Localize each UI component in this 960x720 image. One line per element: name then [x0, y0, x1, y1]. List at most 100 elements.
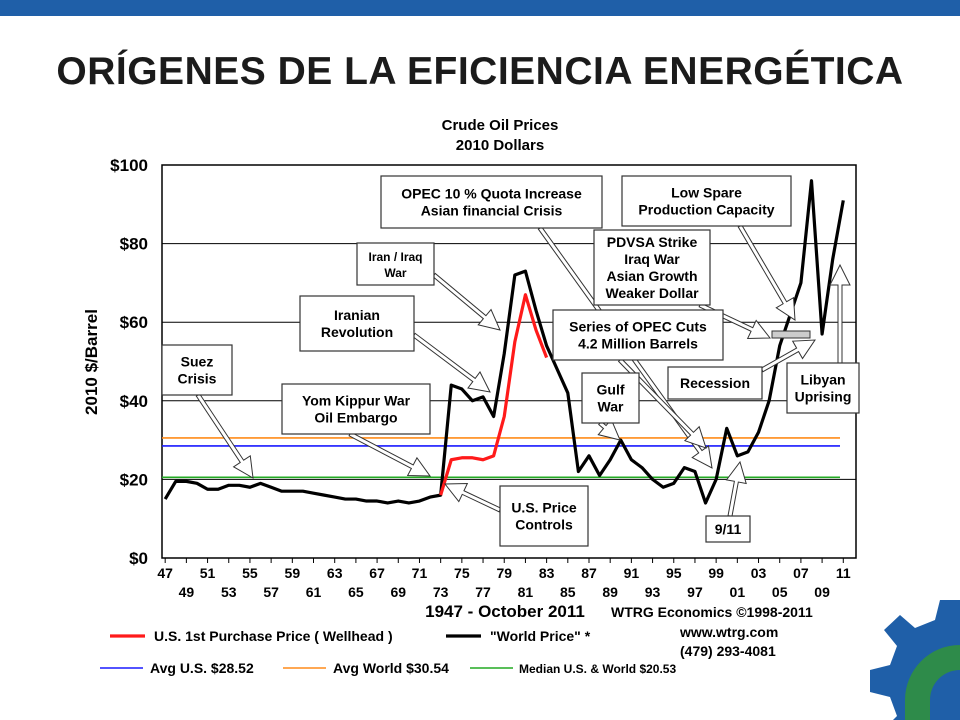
legend-label-avg-us: Avg U.S. $28.52 [150, 660, 254, 676]
x-tick-label: 49 [179, 584, 195, 600]
x-tick-label: 47 [157, 565, 173, 581]
x-tick-label: 09 [814, 584, 830, 600]
y-tick-label: $40 [120, 392, 148, 411]
x-tick-label: 83 [539, 565, 555, 581]
annotation-text-opec10: OPEC 10 % Quota Increase [401, 186, 582, 202]
logo-leaf-shape [905, 645, 960, 720]
x-tick-label: 51 [200, 565, 216, 581]
y-axis-label: 2010 $/Barrel [82, 309, 101, 415]
chart-title: Crude Oil Prices [442, 117, 559, 134]
annotation-arrow-lowspare [737, 224, 796, 321]
x-tick-label: 91 [624, 565, 640, 581]
annotation-text-pdvsa: Asian Growth [606, 268, 697, 284]
annotation-arrow-libyan [829, 263, 851, 364]
credit-line-2: www.wtrg.com [679, 624, 778, 640]
annotation-text-opeccuts: Series of OPEC Cuts [569, 319, 707, 335]
x-tick-label: 79 [496, 565, 512, 581]
annotation-text-pdvsa: Weaker Dollar [605, 285, 699, 301]
annotation-text-opeccuts: 4.2 Million Barrels [578, 336, 698, 352]
annotation-arrow-opeccuts [617, 357, 707, 449]
annotation-arrow-yom [348, 431, 431, 477]
annotation-box-usprice [499, 485, 589, 547]
annotation-text-lowspare: Production Capacity [638, 202, 774, 218]
x-tick-label: 69 [390, 584, 406, 600]
annotation-text-libyan: Uprising [795, 389, 852, 405]
annotation-box-recession [667, 366, 763, 400]
annotation-text-yom: Oil Embargo [314, 410, 397, 426]
legend-label-world: "World Price" * [490, 628, 591, 644]
annotation-text-suez: Suez [181, 354, 214, 370]
y-tick-label: $100 [110, 156, 148, 175]
series-line [163, 179, 845, 505]
y-tick-label: $20 [120, 470, 148, 489]
annotation-box-pdvsa [593, 229, 711, 306]
annotation-text-recession: Recession [680, 375, 750, 391]
annotation-arrow-suez [195, 393, 254, 479]
x-tick-label: 57 [263, 584, 279, 600]
annotation-arrow-recession [760, 339, 816, 373]
logo-gear-shape [870, 600, 960, 720]
annotation-text-iranrev: Revolution [321, 324, 393, 340]
annotation-text-pdvsa: Iraq War [624, 251, 680, 267]
legend-label-median: Median U.S. & World $20.53 [519, 662, 676, 676]
legend-label-wellhead: U.S. 1st Purchase Price ( Wellhead ) [154, 628, 393, 644]
x-tick-label: 81 [518, 584, 534, 600]
credit-line-1: WTRG Economics ©1998-2011 [611, 604, 813, 620]
annotation-text-iranrev: Iranian [334, 307, 380, 323]
annotation-box-911 [705, 515, 751, 543]
annotation-box-suez [161, 344, 233, 396]
annotation-text-yom: Yom Kippur War [302, 393, 411, 409]
annotation-text-iraniraq: Iran / Iraq [368, 250, 422, 264]
y-tick-label: $0 [129, 549, 148, 568]
chart-subtitle: 2010 Dollars [456, 137, 544, 154]
annotation-box-iraniraq [356, 242, 435, 286]
x-tick-label: 93 [645, 584, 661, 600]
y-tick-label: $60 [120, 313, 148, 332]
annotation-arrow-iraniraq [432, 272, 501, 331]
x-tick-label: 97 [687, 584, 703, 600]
x-tick-label: 03 [751, 565, 767, 581]
x-tick-label: 05 [772, 584, 788, 600]
x-tick-label: 99 [708, 565, 724, 581]
annotation-text-lowspare: Low Spare [671, 185, 742, 201]
annotation-text-911: 9/11 [715, 521, 742, 537]
legend-label-avg-world: Avg World $30.54 [333, 660, 449, 676]
annotation-text-libyan: Libyan [800, 372, 845, 388]
x-axis-label: 1947 - October 2011 [425, 602, 585, 621]
x-tick-label: 63 [327, 565, 343, 581]
annotation-arrow-911 [725, 460, 747, 517]
top-accent-bar [0, 0, 960, 16]
x-tick-label: 71 [412, 565, 428, 581]
annotation-text-opec10: Asian financial Crisis [421, 203, 563, 219]
x-tick-label: 59 [285, 565, 301, 581]
x-tick-label: 75 [454, 565, 470, 581]
x-tick-label: 89 [602, 584, 618, 600]
series-line [439, 293, 549, 496]
annotation-text-iraniraq: War [384, 266, 407, 280]
slide-title: ORÍGENES DE LA EFICIENCIA ENERGÉTICA [56, 50, 904, 93]
annotation-text-gulf: Gulf [597, 382, 625, 398]
x-tick-label: 85 [560, 584, 576, 600]
annotation-arrow-usprice [443, 482, 502, 513]
annotation-box-yom [281, 383, 431, 435]
x-tick-label: 01 [730, 584, 746, 600]
annotation-marker [771, 330, 811, 339]
annotation-text-pdvsa: PDVSA Strike [607, 234, 698, 250]
x-tick-label: 11 [836, 565, 851, 581]
annotation-box-lowspare [621, 175, 792, 227]
x-tick-label: 95 [666, 565, 682, 581]
x-tick-label: 53 [221, 584, 237, 600]
annotation-box-opec10 [380, 175, 603, 229]
annotation-box-libyan [786, 362, 860, 414]
x-tick-label: 61 [306, 584, 322, 600]
annotation-text-usprice: Controls [515, 517, 573, 533]
x-tick-label: 65 [348, 584, 364, 600]
annotation-arrow-iranrev [412, 332, 491, 393]
annotation-box-iranrev [299, 295, 415, 352]
x-tick-label: 07 [793, 565, 809, 581]
x-tick-label: 73 [433, 584, 449, 600]
x-tick-label: 87 [581, 565, 597, 581]
credit-line-3: (479) 293-4081 [680, 643, 776, 659]
x-tick-label: 67 [369, 565, 385, 581]
